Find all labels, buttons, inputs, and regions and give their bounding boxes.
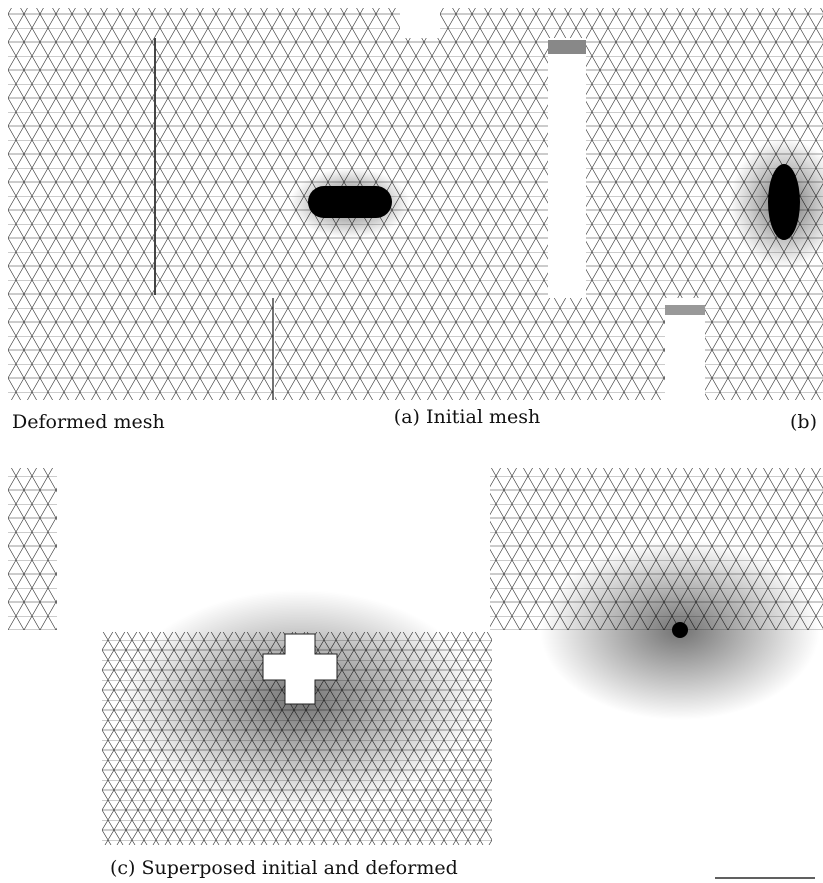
- caption: Deformed mesh: [12, 411, 165, 433]
- figure-canvas: Deformed mesh (a) Initial mesh (b) (c) S…: [0, 0, 823, 883]
- bottom-meshes: [8, 468, 823, 845]
- caption: (a) Initial mesh: [394, 406, 540, 428]
- top-meshes: [8, 8, 823, 400]
- figure: Deformed mesh (a) Initial mesh (b) (c) S…: [0, 0, 823, 883]
- caption: (c) Superposed initial and deformed: [110, 857, 458, 879]
- caption: (b): [790, 411, 817, 433]
